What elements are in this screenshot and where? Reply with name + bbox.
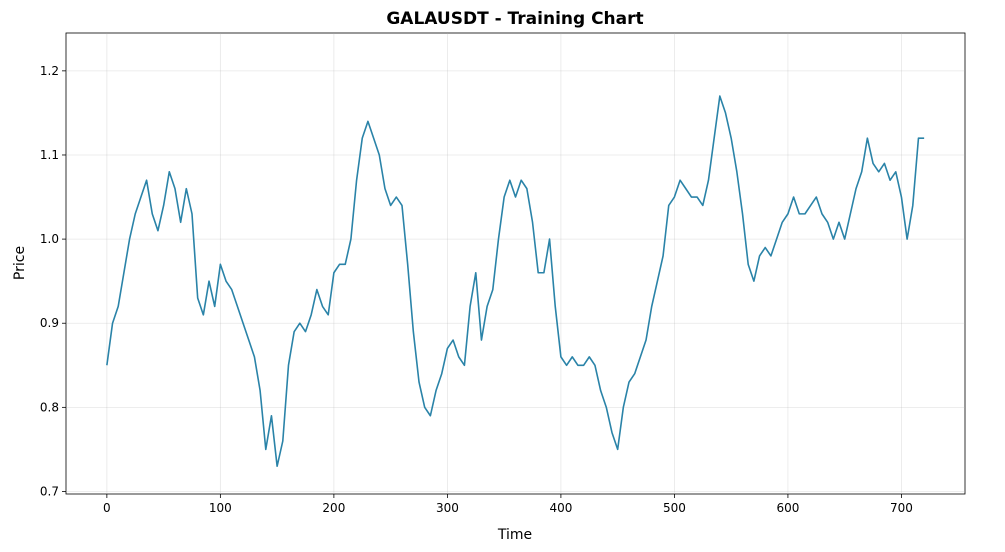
x-tick-label: 400 <box>549 501 572 515</box>
y-tick-label: 1.1 <box>40 148 59 162</box>
x-tick-label: 300 <box>436 501 459 515</box>
x-tick-label: 200 <box>322 501 345 515</box>
y-tick-label: 0.7 <box>40 484 59 498</box>
price-line <box>106 95 925 468</box>
y-tick-label: 1.0 <box>40 232 59 246</box>
plot-frame <box>65 32 966 495</box>
y-tick-label: 1.2 <box>40 64 59 78</box>
x-tick-label: 600 <box>776 501 799 515</box>
x-tick-label: 0 <box>103 501 111 515</box>
x-axis-label: Time <box>497 527 532 543</box>
chart-title: GALAUSDT - Training Chart <box>386 9 643 29</box>
x-tick-label: 500 <box>663 501 686 515</box>
y-tick-label: 0.9 <box>40 316 59 330</box>
y-tick-label: 0.8 <box>40 400 59 414</box>
y-axis-label: Price <box>12 246 28 280</box>
x-tick-label: 100 <box>209 501 232 515</box>
x-tick-label: 700 <box>890 501 913 515</box>
